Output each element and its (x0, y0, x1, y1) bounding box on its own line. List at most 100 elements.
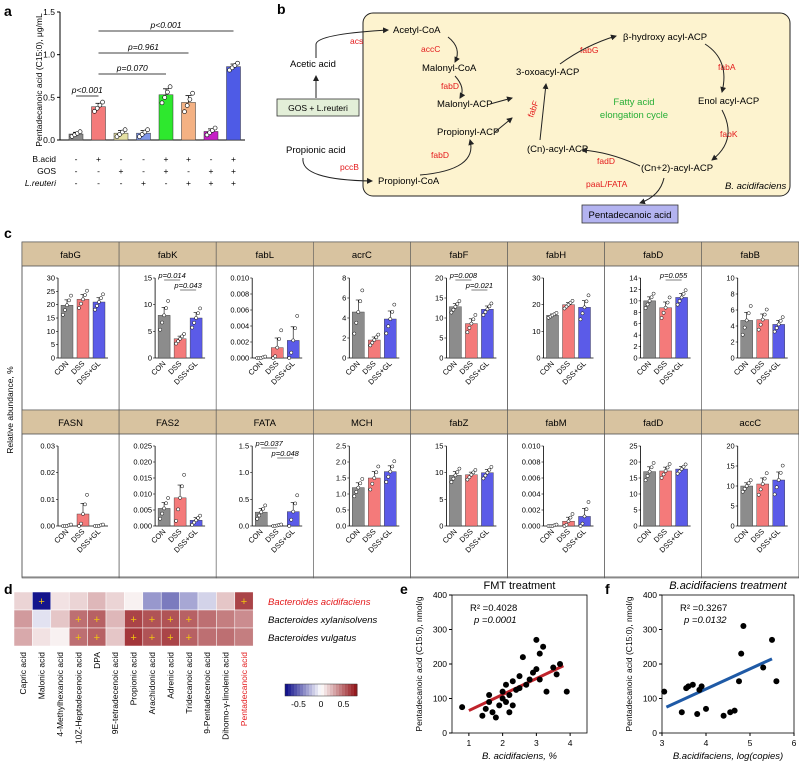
gene-point (457, 299, 462, 303)
panel-a-sign: + (209, 166, 214, 176)
gene-ytick-label: 0.000 (230, 354, 249, 363)
gene-ytick-label: 0.010 (230, 274, 249, 283)
enzyme-fabK: fabK (720, 129, 738, 139)
gene-pvalue: p=0.021 (465, 281, 493, 290)
gene-point (295, 314, 300, 318)
gene-ytick-label: 0.006 (522, 474, 541, 483)
scatter-point (731, 707, 738, 714)
gene-point (748, 304, 753, 308)
gene-point (101, 522, 105, 527)
gene-point (451, 307, 456, 312)
colorbar-segment (348, 684, 352, 696)
gene-header-FATA (215, 409, 314, 435)
gene-point (275, 345, 280, 350)
gene-ytick-label: 0.005 (133, 506, 152, 515)
gene-point (744, 484, 749, 488)
gene-point (780, 463, 785, 468)
gene-title-MCH: MCH (351, 418, 373, 429)
gene-point (166, 496, 170, 500)
gene-point (578, 317, 583, 322)
scatter-point (516, 673, 523, 680)
gene-point (176, 507, 180, 512)
gene-bar-DSS+GL (287, 511, 300, 527)
scatter-title-f: B.acidifaciens treatment (669, 580, 787, 592)
scatter-point (506, 709, 513, 716)
gene-point (257, 513, 262, 518)
heatmap-star: + (130, 614, 136, 626)
colorbar-tick-label: 0.5 (338, 699, 350, 709)
heatmap-star: + (75, 614, 81, 626)
gene-ytick-label: 15 (144, 274, 152, 283)
gene-point (677, 299, 682, 303)
scatter-point (479, 712, 486, 719)
colorbar-segment (306, 684, 310, 696)
gene-point (77, 524, 81, 528)
gene-point (360, 288, 365, 293)
gene-point (287, 524, 292, 528)
scatter-ytick-label: 400 (433, 590, 447, 600)
gene-title-fabB: fabB (740, 250, 760, 261)
gene-ytick-label: 0.00 (40, 522, 55, 531)
scatter-point (506, 692, 513, 699)
gene-ytick-label: 20 (435, 274, 443, 283)
gene-point (374, 335, 379, 340)
gene-point (255, 517, 260, 521)
colorbar-segment (288, 684, 292, 696)
scatter-xtick-label: 3 (660, 738, 665, 748)
gene-bar-DSS+GL (772, 479, 785, 527)
gene-point (746, 481, 751, 485)
gene-header-fabB (701, 241, 799, 267)
panel-f-scatter: B.acidifaciens treatment 0 100 200 300 400 3 4 5… (624, 580, 797, 762)
gene-point (647, 299, 652, 303)
gene-point (744, 318, 749, 323)
colorbar-segment (345, 684, 349, 696)
scatter-xtick-label: 1 (467, 738, 472, 748)
scatter-ytick-label: 400 (643, 590, 657, 600)
gene-ytick-label: 15 (47, 314, 55, 323)
gene-point (772, 492, 777, 497)
gene-ytick-label: 10 (726, 274, 734, 283)
panel-a-bar-5 (181, 102, 196, 141)
heatmap-star: + (186, 614, 192, 626)
scatter-point (516, 685, 523, 692)
scatter-point (540, 643, 547, 650)
node-acetic-acid: Acetic acid (290, 59, 336, 70)
gene-bar-DSS+GL (675, 468, 688, 527)
gene-point (194, 518, 198, 523)
gene-point (568, 515, 573, 520)
product-box (581, 204, 679, 224)
gene-ytick-label: 20 (47, 300, 55, 309)
gene-point (295, 493, 300, 498)
panel-a-row-label-1: GOS (37, 166, 56, 176)
gene-point (390, 464, 395, 469)
gene-point (99, 296, 103, 301)
gene-ytick-label: 1.5 (336, 474, 346, 483)
gene-header-accC (701, 409, 799, 435)
product-label: Pentadecanoic acid (589, 210, 672, 221)
gene-point (158, 516, 162, 521)
gene-point (61, 312, 65, 317)
heatmap-cell (197, 591, 217, 611)
gene-header-fabK (118, 241, 217, 267)
gene-ytick-label: 0.004 (522, 490, 541, 499)
gene-pvalue: p=0.014 (157, 271, 185, 280)
scatter-point (459, 704, 466, 711)
panel-a-sign: + (186, 178, 191, 188)
gene-point (649, 465, 654, 470)
gene-point (289, 350, 294, 355)
heatmap-cell (142, 591, 162, 611)
gene-ytick-label: 5 (439, 334, 443, 343)
colorbar-segment (330, 684, 334, 696)
gene-point (457, 466, 462, 471)
heatmap-star: + (186, 632, 192, 644)
panel-a-ytick-label: 1.0 (43, 50, 55, 60)
heatmap-cell (87, 591, 107, 611)
gene-point (85, 492, 89, 497)
panel-c-ylabel: Relative abundance, % (5, 366, 15, 454)
gene-title-FATA: FATA (254, 418, 277, 429)
colorbar-tick-label: 0 (319, 699, 324, 709)
gene-point (665, 300, 670, 305)
gene-point (643, 478, 648, 483)
gene-point (481, 313, 486, 317)
gene-point (261, 506, 266, 511)
